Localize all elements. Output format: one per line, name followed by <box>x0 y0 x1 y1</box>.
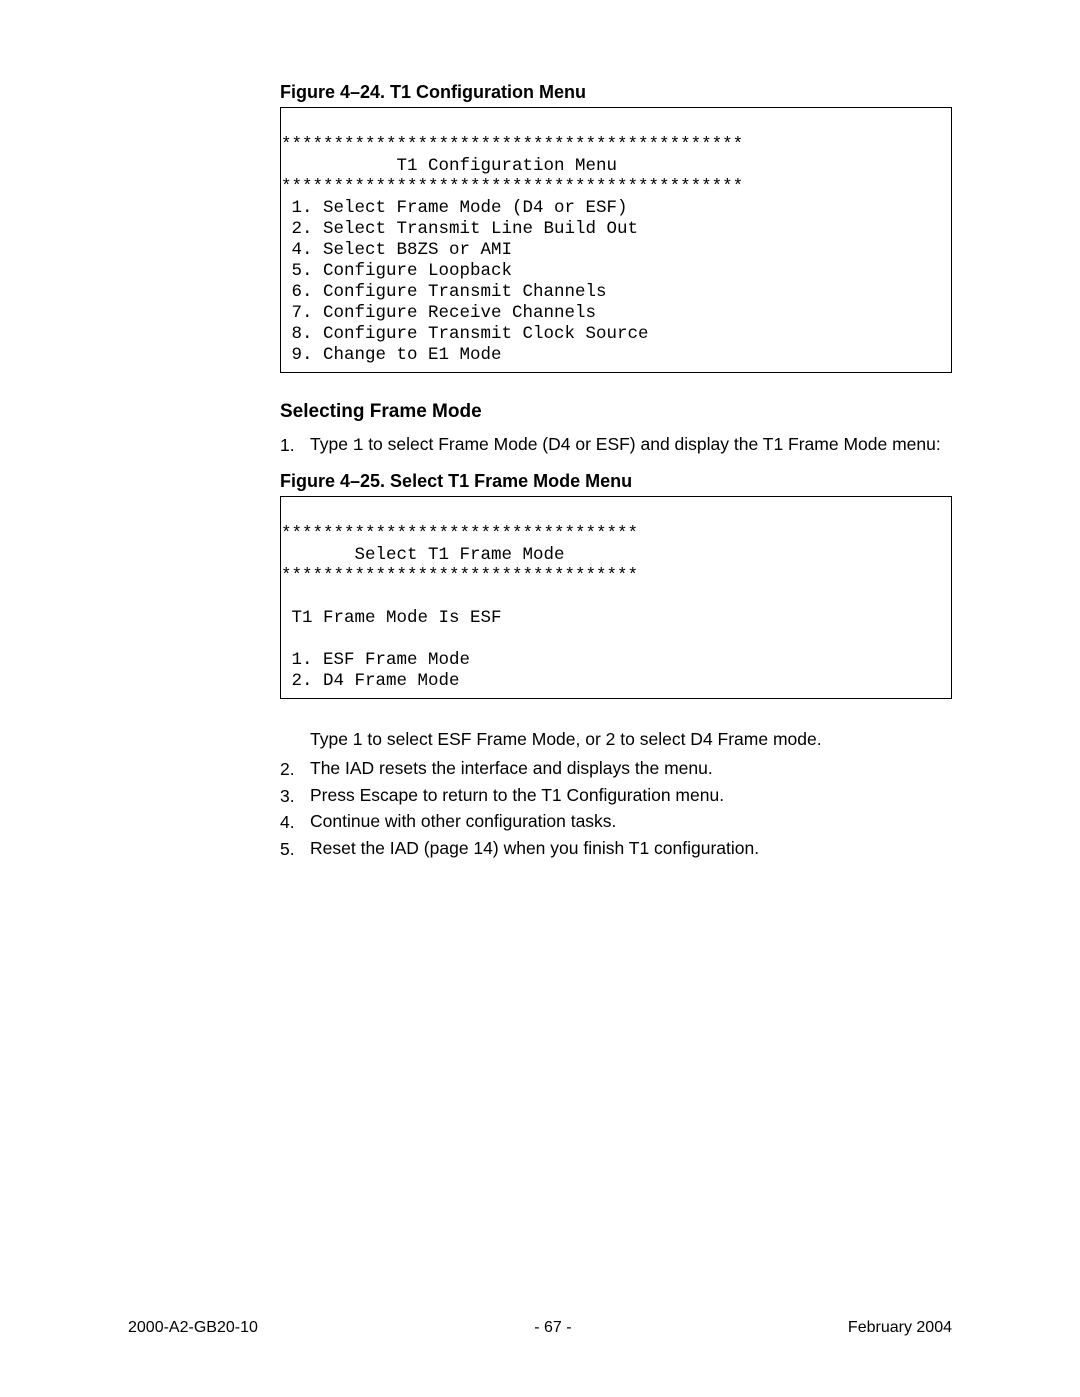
step-4: 4. Continue with other configuration tas… <box>280 810 952 835</box>
step-3: 3. Press Escape to return to the T1 Conf… <box>280 784 952 809</box>
fig25-stars-bottom: ********************************** <box>281 566 638 586</box>
fig25-stars-top: ********************************** <box>281 524 638 544</box>
step-2-num: 2. <box>280 757 310 782</box>
fig24-item-5: 5. Configure Loopback <box>281 261 512 281</box>
fig24-item-4: 4. Select B8ZS or AMI <box>281 240 512 260</box>
footer-center: - 67 - <box>534 1319 571 1337</box>
fig24-item-2: 2. Select Transmit Line Build Out <box>281 219 638 239</box>
fig24-stars-bottom: ****************************************… <box>281 177 743 197</box>
fig24-item-1: 1. Select Frame Mode (D4 or ESF) <box>281 198 628 218</box>
step-1-num: 1. <box>280 433 310 459</box>
footer-right: February 2004 <box>848 1319 952 1337</box>
step-5-text: Reset the IAD (page 14) when you finish … <box>310 837 759 862</box>
step-1-text-a: Type <box>310 434 353 454</box>
fig24-stars-top: ****************************************… <box>281 135 743 155</box>
step-3-text: Press Escape to return to the T1 Configu… <box>310 784 724 809</box>
step-5: 5. Reset the IAD (page 14) when you fini… <box>280 837 952 862</box>
page-footer: 2000-A2-GB20-10 - 67 - February 2004 <box>0 1319 1080 1337</box>
fig25-status: T1 Frame Mode Is ESF <box>281 608 502 628</box>
fig25-title: Select T1 Frame Mode <box>281 545 565 565</box>
fig25-item-1: 1. ESF Frame Mode <box>281 650 470 670</box>
figure-25-caption: Figure 4–25. Select T1 Frame Mode Menu <box>280 471 952 492</box>
step-4-num: 4. <box>280 810 310 835</box>
step-2-text: The IAD resets the interface and display… <box>310 757 713 782</box>
step-1-code: 1 <box>353 436 364 456</box>
step-1-text: Type 1 to select Frame Mode (D4 or ESF) … <box>310 433 941 459</box>
figure-24-caption: Figure 4–24. T1 Configuration Menu <box>280 82 952 103</box>
step-5-num: 5. <box>280 837 310 862</box>
fig25-item-2: 2. D4 Frame Mode <box>281 671 460 691</box>
fig24-item-9: 9. Change to E1 Mode <box>281 345 502 365</box>
fig24-title: T1 Configuration Menu <box>281 156 617 176</box>
indent-text-type-select: Type 1 to select ESF Frame Mode, or 2 to… <box>310 727 952 752</box>
fig24-item-6: 6. Configure Transmit Channels <box>281 282 607 302</box>
step-4-text: Continue with other configuration tasks. <box>310 810 616 835</box>
figure-24-terminal: ****************************************… <box>280 107 952 373</box>
fig24-item-7: 7. Configure Receive Channels <box>281 303 596 323</box>
fig24-item-8: 8. Configure Transmit Clock Source <box>281 324 649 344</box>
step-1-text-b: to select Frame Mode (D4 or ESF) and dis… <box>363 434 940 454</box>
step-3-num: 3. <box>280 784 310 809</box>
footer-left: 2000-A2-GB20-10 <box>128 1319 258 1337</box>
step-1: 1. Type 1 to select Frame Mode (D4 or ES… <box>280 433 952 459</box>
step-2: 2. The IAD resets the interface and disp… <box>280 757 952 782</box>
figure-25-terminal: ********************************** Selec… <box>280 496 952 699</box>
section-heading-selecting-frame-mode: Selecting Frame Mode <box>280 401 952 423</box>
